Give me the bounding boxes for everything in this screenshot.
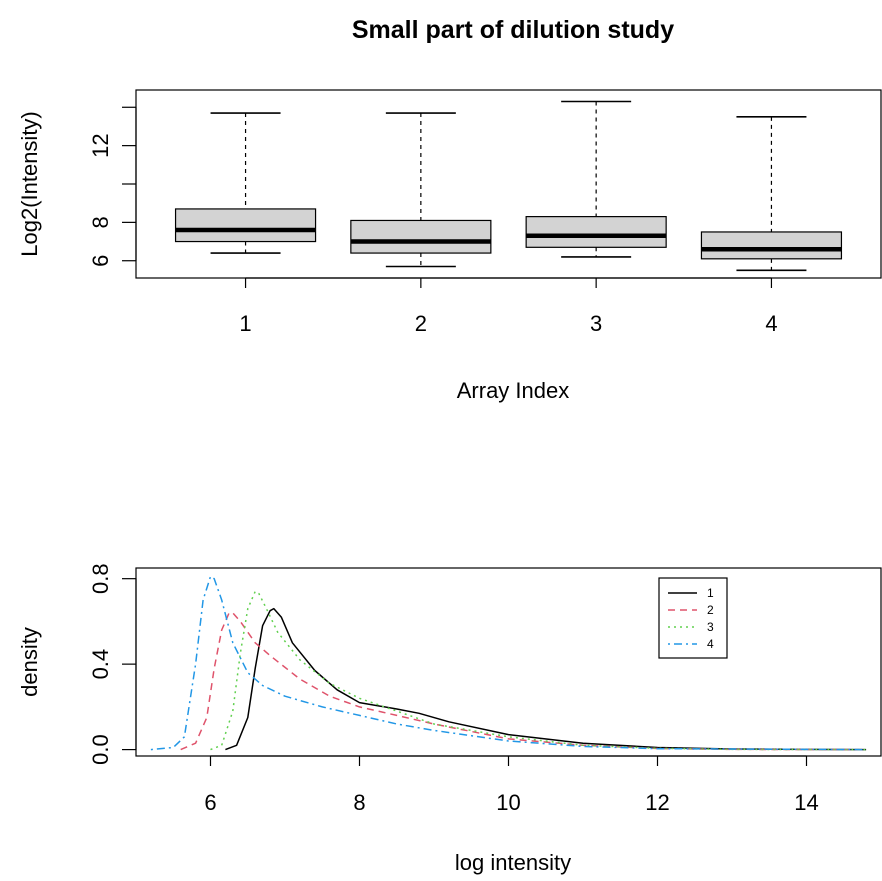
boxplot-y-tick-label: 6	[88, 255, 113, 267]
boxplot-y-tick-label: 8	[88, 216, 113, 228]
density-y-tick-label: 0.8	[88, 563, 113, 594]
density-legend-label-4: 4	[707, 637, 714, 651]
box-4	[700, 116, 843, 272]
density-y-axis-label: density	[17, 627, 42, 697]
density-series-2	[180, 612, 867, 751]
box-1	[174, 112, 317, 254]
density-lines	[150, 575, 867, 751]
density-legend-box	[658, 577, 728, 659]
density-y-tick-label: 0.0	[88, 734, 113, 765]
boxplot-x-tick-label: 1	[239, 311, 251, 336]
density-y-tick-label: 0.4	[88, 649, 113, 680]
boxplot-y-axis-label: Log2(Intensity)	[17, 111, 42, 257]
density-x-tick-label: 6	[204, 790, 216, 815]
boxplot-x-tick-label: 2	[415, 311, 427, 336]
density-series-3	[210, 590, 867, 751]
density-legend: 1 2 3 4	[658, 577, 728, 659]
density-x-tick-label: 10	[496, 790, 520, 815]
boxplot-marks	[174, 100, 843, 272]
density-legend-label-2: 2	[707, 603, 714, 617]
density-x-tick-label: 12	[645, 790, 669, 815]
boxplot-y-axis: 6 8 12	[88, 106, 137, 267]
figure-title: Small part of dilution study	[352, 16, 674, 44]
density-series-1	[225, 607, 867, 751]
boxplot-y-tick-label: 12	[88, 133, 113, 157]
density-y-axis: 0.0 0.4 0.8	[88, 563, 137, 765]
boxplot-x-axis-label: Array Index	[457, 378, 570, 403]
box-1-iqr	[174, 208, 317, 243]
density-series-4	[150, 575, 867, 751]
boxplot-x-tick-label: 4	[765, 311, 777, 336]
box-3	[525, 100, 667, 258]
density-x-tick-label: 14	[794, 790, 818, 815]
density-x-axis-label: log intensity	[455, 850, 571, 875]
box-4-iqr	[700, 231, 843, 260]
boxplot-x-axis: 1 2 3 4	[239, 277, 778, 336]
box-3-iqr	[525, 216, 667, 248]
density-legend-label-1: 1	[707, 586, 714, 600]
density-legend-label-3: 3	[707, 620, 714, 634]
density-x-tick-label: 8	[353, 790, 365, 815]
box-2-iqr	[350, 219, 492, 254]
boxplot-x-tick-label: 3	[590, 311, 602, 336]
density-x-axis: 6 8 10 12 14	[204, 755, 819, 815]
density-plot-frame	[135, 567, 882, 757]
box-2	[350, 112, 492, 268]
